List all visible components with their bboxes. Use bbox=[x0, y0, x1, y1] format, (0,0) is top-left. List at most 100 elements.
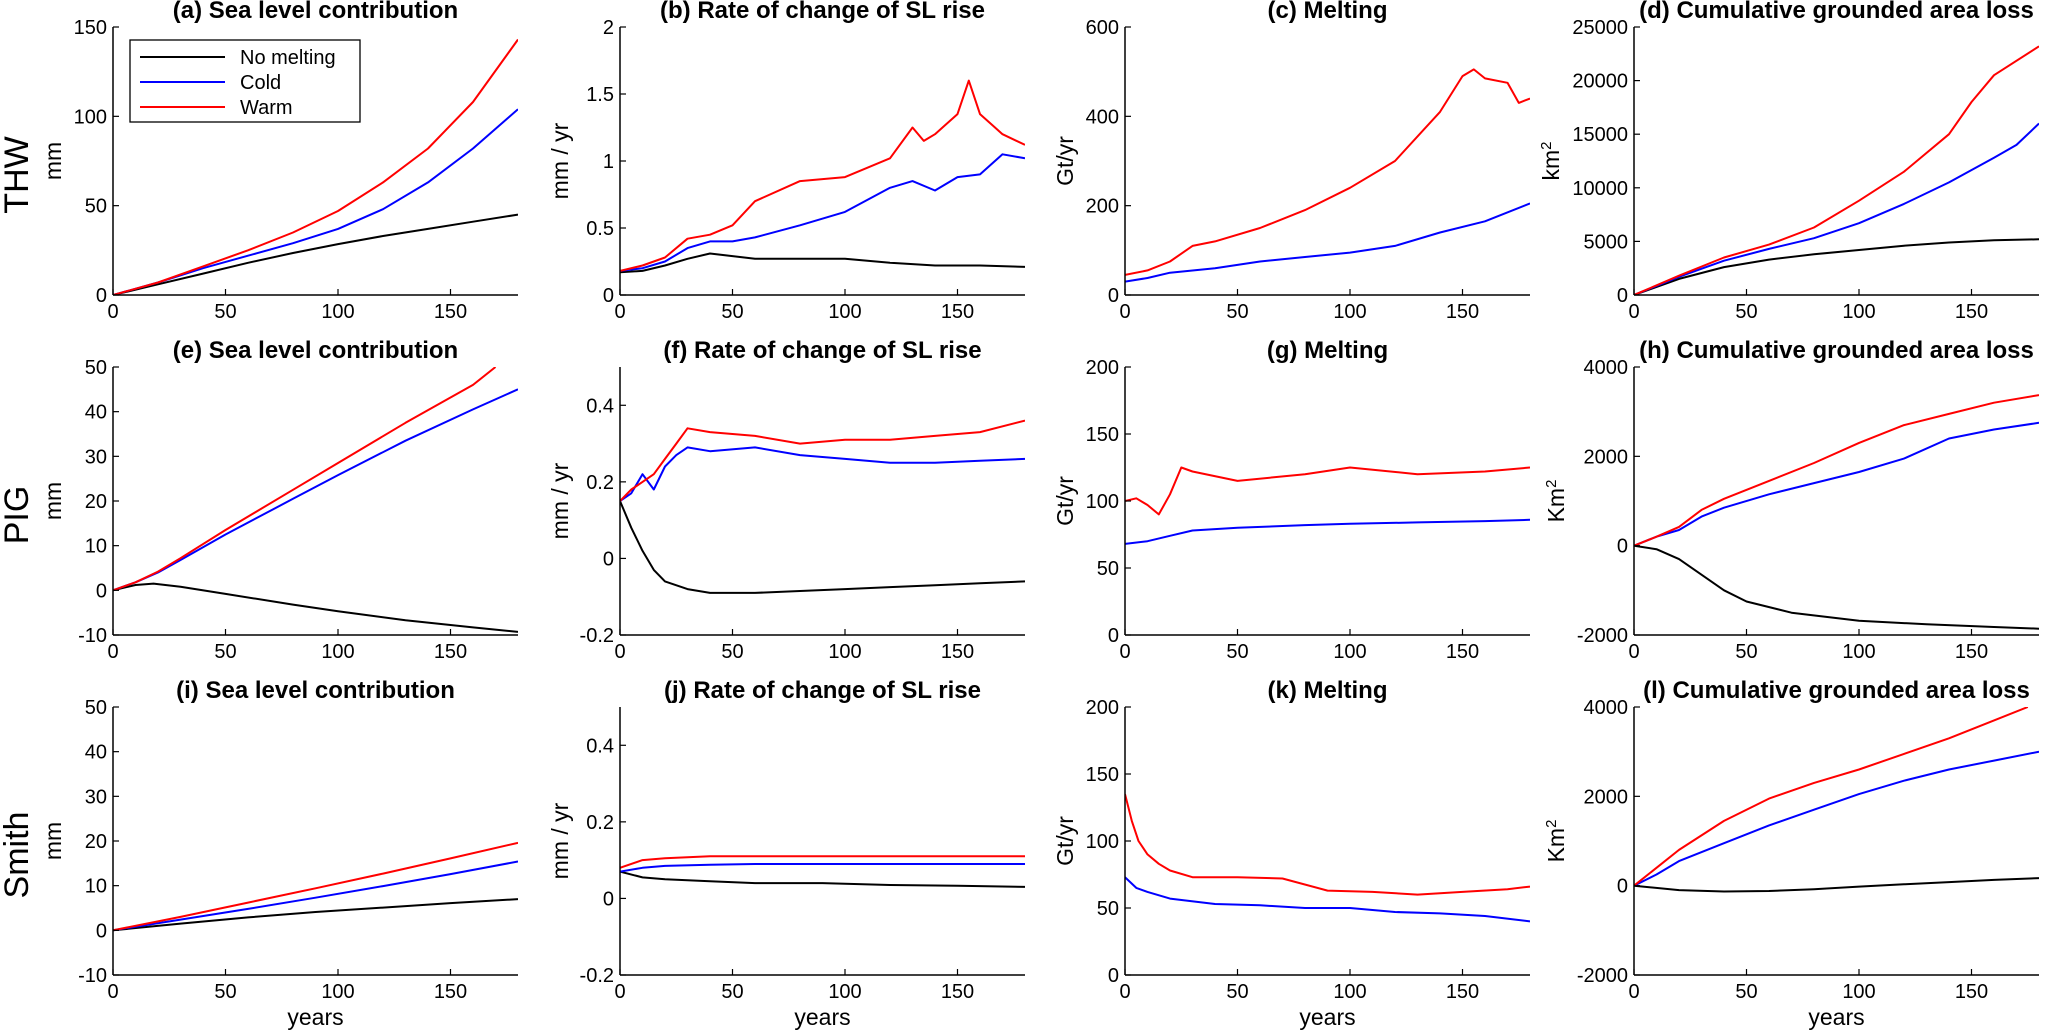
series-line-cold bbox=[113, 388, 518, 592]
x-tick-label: 100 bbox=[321, 981, 354, 1003]
y-tick-label: 4000 bbox=[1584, 357, 1629, 379]
series-line-no-melting bbox=[113, 213, 518, 295]
y-axis-label: mm bbox=[40, 142, 66, 180]
x-tick-label: 50 bbox=[721, 301, 743, 323]
x-tick-label: 100 bbox=[1842, 981, 1875, 1003]
legend-label: Warm bbox=[240, 97, 293, 119]
x-tick-label: 150 bbox=[1446, 981, 1479, 1003]
panel-title: (l) Cumulative grounded area loss bbox=[1643, 677, 2030, 704]
y-tick-label: 20 bbox=[85, 491, 107, 513]
series-line-warm bbox=[1125, 68, 1530, 276]
series-line-warm bbox=[1634, 45, 2039, 295]
x-tick-label: 100 bbox=[1333, 641, 1366, 663]
y-tick-label: 0.5 bbox=[586, 218, 614, 240]
x-tick-label: 150 bbox=[434, 981, 467, 1003]
y-axis-label: Gt/yr bbox=[1052, 476, 1078, 526]
series-line-cold bbox=[113, 860, 518, 932]
y-tick-label: 0 bbox=[603, 888, 614, 910]
series-line-warm bbox=[620, 419, 1025, 502]
series-line-no-melting bbox=[113, 582, 518, 633]
x-tick-label: 50 bbox=[1226, 301, 1248, 323]
y-axis-label: Gt/yr bbox=[1052, 136, 1078, 186]
series-line-cold bbox=[620, 863, 1025, 873]
x-tick-label: 150 bbox=[941, 981, 974, 1003]
series-line-no-melting bbox=[113, 898, 518, 932]
y-tick-label: 1.5 bbox=[586, 84, 614, 106]
y-tick-label: 0 bbox=[1617, 285, 1628, 307]
y-tick-label: 200 bbox=[1086, 357, 1119, 379]
legend-label: No melting bbox=[240, 47, 336, 69]
series-line-no-melting bbox=[1634, 238, 2039, 295]
x-tick-label: 150 bbox=[941, 641, 974, 663]
y-tick-label: 0.4 bbox=[586, 735, 614, 757]
y-tick-label: 1 bbox=[603, 151, 614, 173]
series-line-no-melting bbox=[620, 870, 1025, 888]
panel-title: (g) Melting bbox=[1267, 337, 1388, 364]
x-tick-label: 50 bbox=[721, 981, 743, 1003]
series-line-warm bbox=[1125, 466, 1530, 516]
series-line-warm bbox=[1125, 793, 1530, 896]
y-tick-label: 10 bbox=[85, 536, 107, 558]
y-axis-label: Km2 bbox=[1543, 820, 1570, 863]
series-line-cold bbox=[1634, 122, 2039, 295]
series-line-cold bbox=[1634, 750, 2039, 887]
y-tick-label: 400 bbox=[1086, 106, 1119, 128]
y-tick-label: 4000 bbox=[1584, 697, 1629, 719]
x-tick-label: 150 bbox=[1955, 981, 1988, 1003]
x-tick-label: 50 bbox=[214, 641, 236, 663]
x-tick-label: 0 bbox=[107, 981, 118, 1003]
y-tick-label: 200 bbox=[1086, 697, 1119, 719]
y-axis-label: mm bbox=[40, 822, 66, 860]
y-axis-label: mm / yr bbox=[547, 802, 573, 879]
panel-l: (l) Cumulative grounded area loss 0 50 100 1… bbox=[1543, 677, 2039, 1030]
y-tick-label: 2000 bbox=[1584, 446, 1629, 468]
y-tick-label: 150 bbox=[1086, 424, 1119, 446]
series-line-warm bbox=[113, 841, 518, 932]
x-axis-label: years bbox=[1808, 1004, 1864, 1030]
panel-title: (d) Cumulative grounded area loss bbox=[1639, 0, 2034, 24]
y-tick-label: 0 bbox=[96, 920, 107, 942]
panel-title: (f) Rate of change of SL rise bbox=[663, 337, 981, 364]
x-tick-label: 150 bbox=[1446, 301, 1479, 323]
panel-title: (c) Melting bbox=[1268, 0, 1388, 24]
panel-g: (g) Melting 0 50 100 150 0 50 100 150 200 Gt/yr bbox=[1052, 337, 1530, 663]
series-line-warm bbox=[113, 367, 497, 592]
y-axis-label: Km2 bbox=[1543, 480, 1570, 523]
x-tick-label: 50 bbox=[1735, 301, 1757, 323]
x-tick-label: 0 bbox=[614, 301, 625, 323]
y-tick-label: 40 bbox=[85, 742, 107, 764]
series-line-warm bbox=[113, 38, 518, 295]
panel-title: (i) Sea level contribution bbox=[176, 677, 455, 704]
panel-d: (d) Cumulative grounded area loss 0 50 100 1… bbox=[1538, 0, 2039, 323]
panel-c: (c) Melting 0 50 100 150 0 200 400 600 Gt/yr bbox=[1052, 0, 1530, 323]
y-tick-label: 10000 bbox=[1572, 178, 1628, 200]
panel-j: (j) Rate of change of SL rise 0 50 100 150 -0… bbox=[547, 677, 1025, 1030]
series-line-cold bbox=[1125, 202, 1530, 283]
y-tick-label: 150 bbox=[1086, 764, 1119, 786]
series-line-warm bbox=[1634, 707, 2029, 887]
x-tick-label: 50 bbox=[1735, 981, 1757, 1003]
y-tick-label: 30 bbox=[85, 446, 107, 468]
y-tick-label: 50 bbox=[1097, 558, 1119, 580]
y-tick-label: 600 bbox=[1086, 17, 1119, 39]
x-tick-label: 50 bbox=[721, 641, 743, 663]
y-tick-label: 0 bbox=[1617, 536, 1628, 558]
x-tick-label: 0 bbox=[1628, 981, 1639, 1003]
series-line-cold bbox=[113, 108, 518, 295]
x-tick-label: 0 bbox=[1119, 301, 1130, 323]
panel-title: (b) Rate of change of SL rise bbox=[660, 0, 985, 24]
x-tick-label: 150 bbox=[434, 641, 467, 663]
series-line-no-melting bbox=[620, 500, 1025, 594]
x-tick-label: 0 bbox=[614, 981, 625, 1003]
x-tick-label: 50 bbox=[214, 301, 236, 323]
x-tick-label: 0 bbox=[107, 301, 118, 323]
y-tick-label: -10 bbox=[78, 625, 107, 647]
y-tick-label: 0 bbox=[96, 580, 107, 602]
series-line-warm bbox=[620, 855, 1025, 869]
series-line-warm bbox=[620, 79, 1025, 272]
x-tick-label: 0 bbox=[614, 641, 625, 663]
